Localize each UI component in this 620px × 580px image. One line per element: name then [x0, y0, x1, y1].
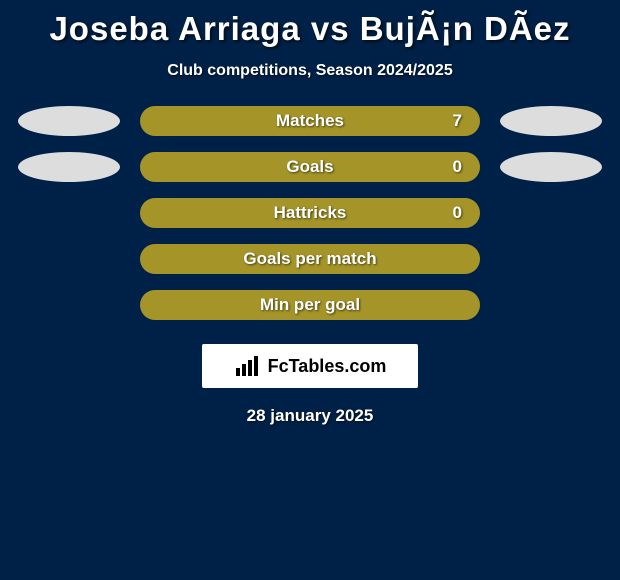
stat-label: Matches: [276, 111, 344, 131]
stat-bar: Matches 7: [140, 106, 480, 136]
stat-label: Min per goal: [260, 295, 360, 315]
stat-value: 0: [453, 203, 462, 223]
right-ellipse: [500, 106, 602, 136]
stat-label: Goals: [286, 157, 333, 177]
stat-value: 7: [453, 111, 462, 131]
title: Joseba Arriaga vs BujÃ¡n DÃ­ez: [0, 0, 620, 48]
stat-value: 0: [453, 157, 462, 177]
stat-label: Goals per match: [243, 249, 376, 269]
date: 28 january 2025: [0, 406, 620, 426]
subtitle: Club competitions, Season 2024/2025: [0, 62, 620, 80]
right-ellipse: [500, 152, 602, 182]
stat-bar: Goals 0: [140, 152, 480, 182]
stat-bar: Hattricks 0: [140, 198, 480, 228]
stat-bar: Goals per match: [140, 244, 480, 274]
stat-label: Hattricks: [274, 203, 347, 223]
left-ellipse: [18, 106, 120, 136]
logo-text: FcTables.com: [268, 356, 387, 377]
stat-row: Min per goal: [0, 290, 620, 320]
stat-row: Hattricks 0: [0, 198, 620, 228]
stat-row: Goals 0: [0, 152, 620, 182]
logo-chart-icon: [234, 356, 262, 376]
stat-bar: Min per goal: [140, 290, 480, 320]
logo-box: FcTables.com: [202, 344, 418, 388]
left-ellipse: [18, 152, 120, 182]
stat-row: Matches 7: [0, 106, 620, 136]
stat-rows: Matches 7 Goals 0 Hattricks 0 Goals per match M…: [0, 106, 620, 320]
stat-row: Goals per match: [0, 244, 620, 274]
